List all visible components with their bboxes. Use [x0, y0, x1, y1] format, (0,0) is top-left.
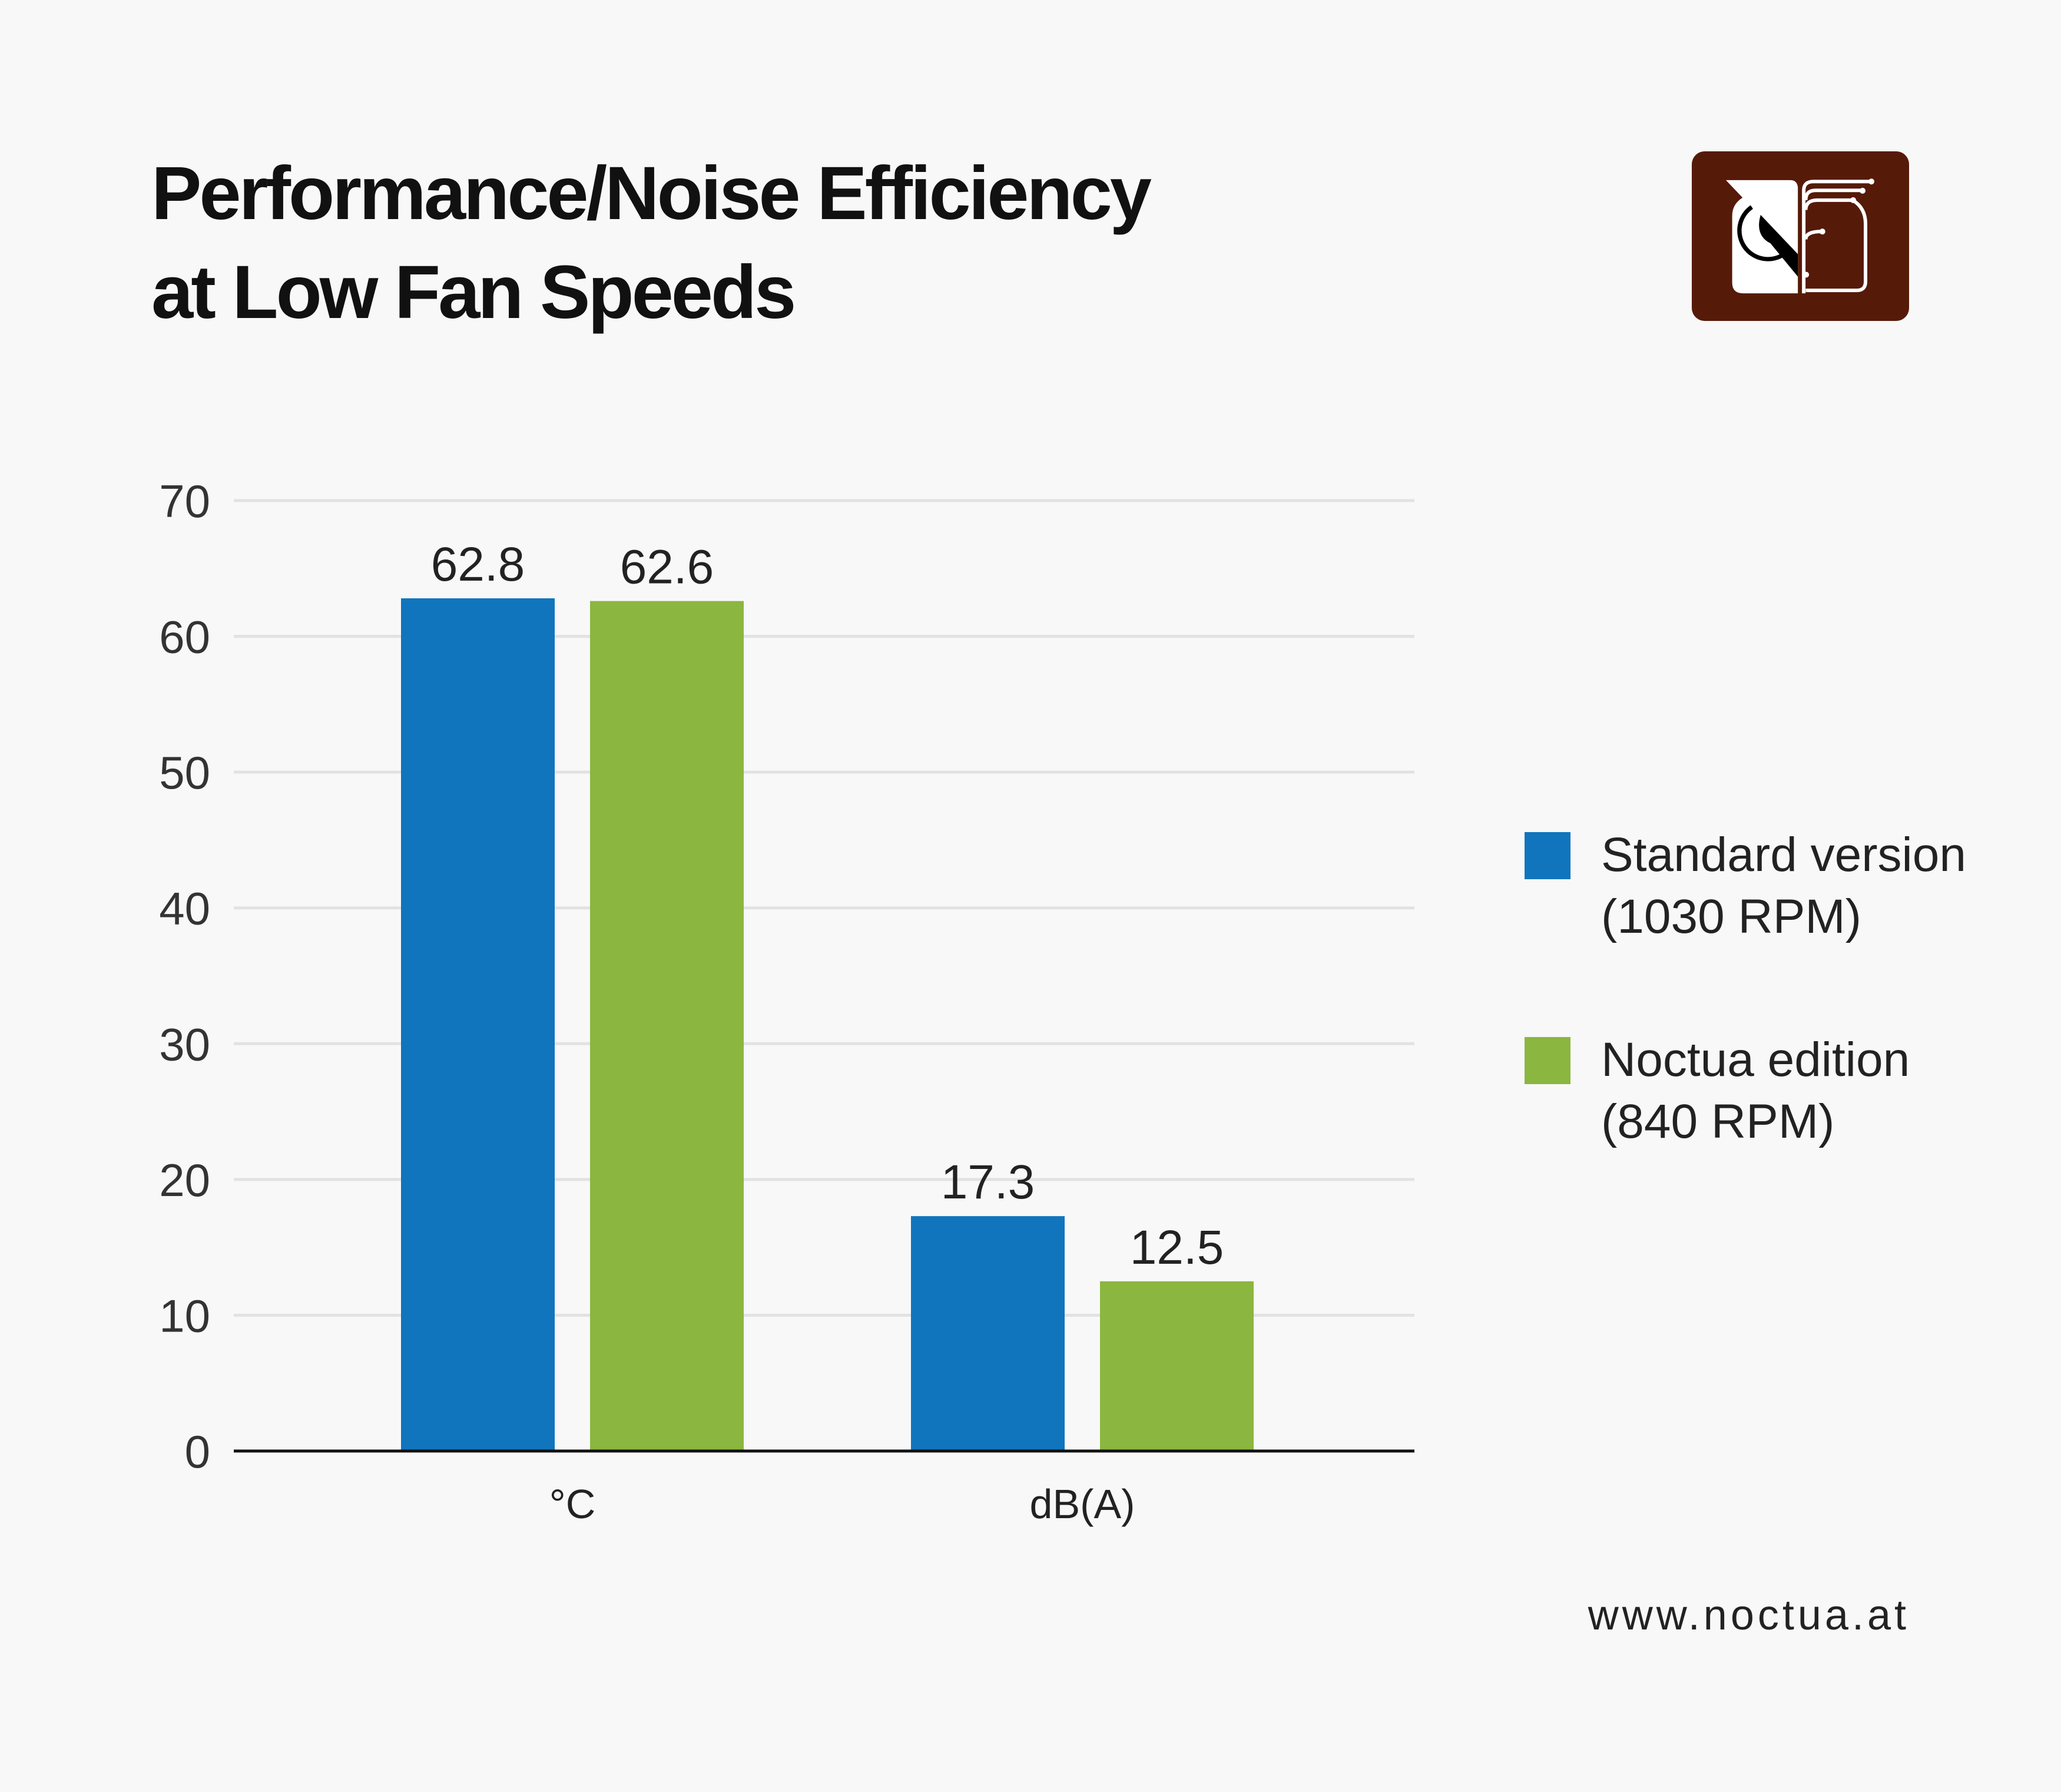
- y-tick-label: 10: [159, 1290, 210, 1341]
- x-category-label: °C: [549, 1481, 596, 1527]
- bar: [911, 1216, 1065, 1451]
- y-tick-label: 30: [159, 1018, 210, 1070]
- y-axis-ticks: 0 10 20 30 40 50 60 70: [159, 475, 210, 1478]
- legend-label: (840 RPM): [1601, 1095, 1834, 1148]
- bar: [1100, 1281, 1254, 1451]
- chart-title-line-1: Performance/Noise Efficiency: [151, 151, 1152, 236]
- y-tick-label: 40: [159, 883, 210, 935]
- noctua-logo-icon: [1692, 151, 1909, 321]
- y-tick-label: 60: [159, 611, 210, 663]
- bar-value-label: 62.6: [620, 541, 714, 594]
- bar: [590, 601, 744, 1452]
- y-tick-label: 0: [185, 1426, 210, 1478]
- legend-label: Noctua edition: [1601, 1033, 1910, 1087]
- y-tick-label: 50: [159, 747, 210, 799]
- y-tick-label: 20: [159, 1154, 210, 1206]
- chart-title-line-2: at Low Fan Speeds: [151, 250, 794, 334]
- legend-swatch: [1525, 1037, 1570, 1084]
- legend-swatch: [1525, 832, 1570, 879]
- legend-label: Standard version: [1601, 828, 1966, 882]
- bar-value-label: 12.5: [1130, 1221, 1224, 1274]
- bar-value-label: 17.3: [941, 1155, 1035, 1209]
- x-category-label: dB(A): [1030, 1481, 1135, 1527]
- footer-url: www.noctua.at: [1588, 1592, 1910, 1639]
- y-tick-label: 70: [159, 475, 210, 527]
- bar: [401, 598, 555, 1451]
- bars: 62.8 62.6 17.3 12.5: [401, 538, 1254, 1452]
- legend-label: (1030 RPM): [1601, 890, 1861, 943]
- legend: Standard version (1030 RPM) Noctua edition…: [1525, 828, 1966, 1148]
- bar-value-label: 62.8: [431, 538, 525, 591]
- x-axis-categories: °C dB(A): [549, 1481, 1135, 1527]
